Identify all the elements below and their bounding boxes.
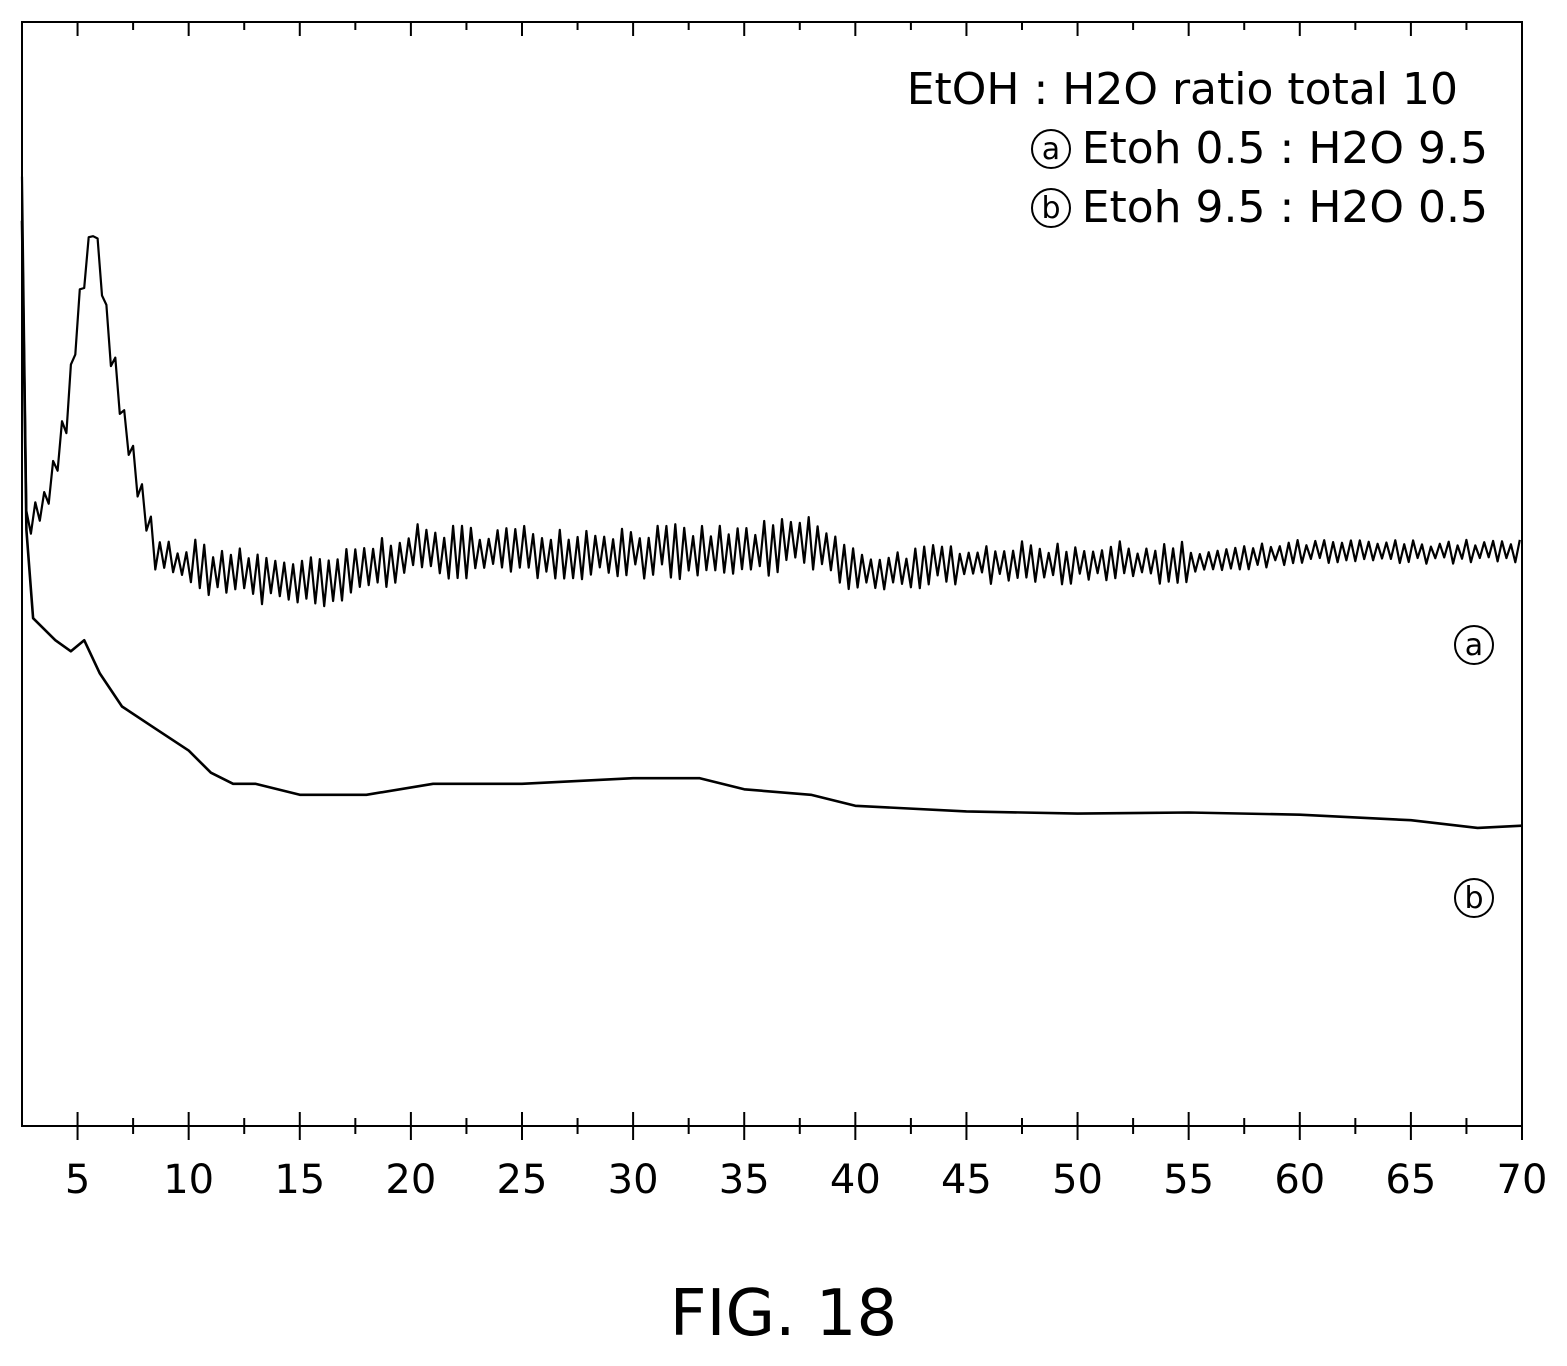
- x-tick-label-40: 40: [830, 1157, 881, 1203]
- legend-marker-a-circle: [1031, 129, 1071, 169]
- x-tick-label-15: 15: [274, 1157, 325, 1203]
- x-tick-label-55: 55: [1163, 1157, 1214, 1203]
- series-line-b: [20, 220, 1523, 830]
- series-tag-b-circle: [1454, 878, 1494, 918]
- legend-marker-a: a: [1042, 132, 1060, 167]
- series-tag-a-letter: a: [1465, 628, 1483, 663]
- x-tick-label-20: 20: [385, 1157, 436, 1203]
- series-tag-b: b: [1454, 878, 1494, 918]
- x-tick-label-35: 35: [719, 1157, 770, 1203]
- x-axis-tick-labels: 5 10 15 20 25 30 35 40 45 50 55 60 65 70: [65, 1157, 1548, 1203]
- x-tick-label-60: 60: [1274, 1157, 1325, 1203]
- plot-frame: [21, 21, 1523, 1127]
- x-tick-label-65: 65: [1385, 1157, 1436, 1203]
- legend-entry-b: b Etoh 9.5 : H2O 0.5: [1031, 182, 1488, 233]
- series-lines: [20, 176, 1523, 830]
- x-tick-label-70: 70: [1497, 1157, 1548, 1203]
- legend-entry-a: a Etoh 0.5 : H2O 9.5: [1031, 123, 1488, 174]
- series-tag-b-letter: b: [1464, 881, 1483, 916]
- legend-marker-b-circle: [1031, 188, 1071, 228]
- x-tick-label-50: 50: [1052, 1157, 1103, 1203]
- figure-caption: FIG. 18: [669, 1277, 898, 1351]
- legend-marker-b: b: [1041, 191, 1060, 226]
- x-tick-label-10: 10: [163, 1157, 214, 1203]
- x-axis-ticks: [76, 22, 1523, 1140]
- legend-label-a: Etoh 0.5 : H2O 9.5: [1082, 123, 1488, 174]
- xrd-chart: 5 10 15 20 25 30 35 40 45 50 55 60 65 70 EtOH : H2O r…: [20, 21, 1548, 1203]
- x-tick-label-25: 25: [497, 1157, 548, 1203]
- series-tag-a-circle: [1454, 625, 1494, 665]
- legend-label-b: Etoh 9.5 : H2O 0.5: [1082, 182, 1488, 233]
- x-tick-label-5: 5: [65, 1157, 90, 1203]
- x-tick-label-45: 45: [941, 1157, 992, 1203]
- series-line-a: [20, 176, 1521, 608]
- legend: EtOH : H2O ratio total 10 a Etoh 0.5 : H…: [907, 64, 1488, 233]
- x-tick-label-30: 30: [608, 1157, 659, 1203]
- series-tag-a: a: [1454, 625, 1494, 665]
- legend-heading: EtOH : H2O ratio total 10: [907, 64, 1458, 115]
